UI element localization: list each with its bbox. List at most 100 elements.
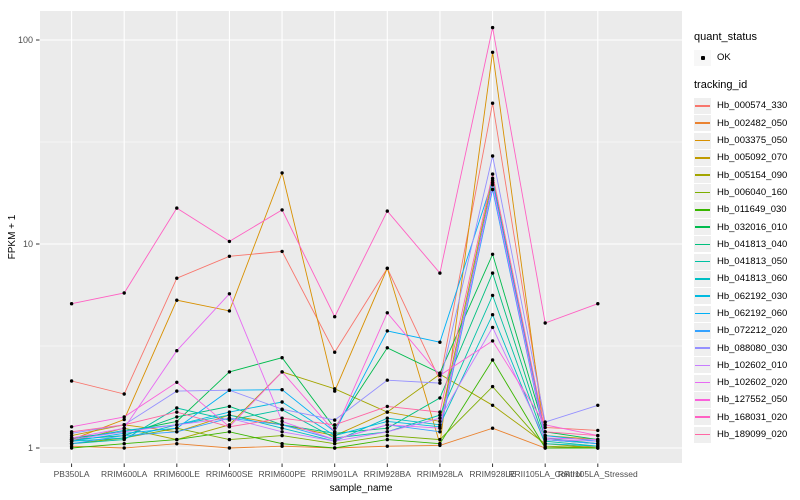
legend-item-label: Hb_011649_030 — [717, 204, 787, 216]
data-point — [227, 416, 232, 420]
data-point — [543, 423, 547, 427]
data-point — [490, 403, 495, 407]
data-point — [175, 406, 179, 410]
legend-tracking-id-title: tracking_id — [694, 79, 748, 92]
data-point — [543, 442, 547, 446]
data-point — [122, 423, 126, 427]
data-point — [596, 403, 600, 407]
legend-line-key-icon — [694, 167, 711, 184]
legend-line-key-icon — [694, 219, 711, 236]
legend-line-key-icon — [694, 184, 711, 201]
data-point — [175, 276, 179, 280]
data-point — [333, 315, 337, 319]
series-color-swatch — [695, 381, 710, 384]
legend-item-Hb_000574_330: Hb_000574_330 — [694, 97, 798, 114]
data-point — [385, 419, 389, 424]
data-point — [543, 436, 547, 440]
x-tick-label: RRIM928LE — [469, 469, 516, 479]
series-color-swatch — [695, 312, 710, 315]
data-point — [438, 437, 442, 442]
data-point — [385, 329, 389, 333]
series-color-swatch — [695, 157, 710, 159]
y-tick-label: 1 — [28, 443, 33, 453]
legend-item-label: Hb_006040_160 — [717, 186, 788, 198]
data-point — [385, 430, 389, 434]
data-point — [280, 356, 284, 360]
legend-item-Hb_003375_050: Hb_003375_050 — [694, 132, 798, 149]
series-color-swatch — [695, 174, 710, 176]
data-point — [175, 419, 179, 424]
data-point — [490, 252, 495, 256]
data-point — [175, 426, 179, 430]
legend-line-key-icon — [694, 391, 711, 408]
data-point — [438, 442, 442, 446]
data-point — [333, 418, 337, 422]
y-tick-label: 10 — [23, 239, 33, 249]
data-point — [596, 437, 600, 442]
data-point — [438, 340, 442, 344]
legend-item-Hb_032016_010: Hb_032016_010 — [694, 218, 798, 236]
data-point — [227, 239, 232, 244]
legend-line-key-icon — [694, 374, 711, 391]
data-point — [596, 428, 600, 433]
data-point — [543, 425, 547, 430]
data-point — [280, 388, 284, 392]
legend-point-key-icon — [694, 49, 711, 66]
data-point — [385, 426, 389, 430]
data-point — [69, 442, 74, 446]
legend-item-label: Hb_003375_050 — [717, 135, 788, 147]
legend-item-Hb_041813_040: Hb_041813_040 — [694, 236, 798, 253]
legend-item-Hb_062192_030: Hb_062192_030 — [694, 288, 798, 305]
data-point — [543, 420, 547, 424]
legend-item-label: Hb_102602_010 — [717, 359, 788, 371]
legend-item-label: Hb_189099_020 — [717, 429, 788, 441]
legend-item-Hb_102602_020: Hb_102602_020 — [694, 374, 798, 391]
x-tick-label: RRIM901LA — [312, 469, 359, 479]
data-point — [490, 154, 495, 158]
data-point — [490, 50, 495, 54]
data-point — [122, 436, 126, 440]
legend-line-key-icon — [694, 340, 711, 357]
data-point — [543, 433, 547, 438]
data-point — [69, 436, 74, 440]
legend-item-Hb_072212_020: Hb_072212_020 — [694, 322, 798, 339]
data-point — [333, 426, 337, 430]
legend-item-Hb_168031_020: Hb_168031_020 — [694, 409, 798, 426]
data-point — [122, 415, 126, 419]
legend-item-Hb_041813_060: Hb_041813_060 — [694, 270, 798, 287]
legend-item-label: Hb_062192_030 — [717, 290, 788, 302]
data-point — [69, 430, 74, 434]
data-point — [333, 433, 337, 438]
x-tick-label: RRIM928BA — [364, 469, 412, 479]
data-point — [280, 433, 284, 438]
legend-item-label: Hb_041813_060 — [717, 273, 788, 285]
data-point — [175, 410, 179, 414]
black-point-icon — [700, 55, 705, 60]
data-point — [333, 387, 337, 391]
data-point — [543, 321, 547, 325]
data-point — [385, 404, 389, 409]
y-tick-label: 100 — [18, 35, 33, 45]
data-point — [490, 271, 495, 275]
legend-item-Hb_062192_060: Hb_062192_060 — [694, 305, 798, 322]
data-point — [175, 349, 179, 353]
data-point — [333, 430, 337, 434]
data-point — [438, 430, 442, 434]
data-point — [385, 410, 389, 414]
data-point — [227, 410, 232, 414]
legend-item-label: Hb_005154_090 — [717, 169, 788, 181]
series-color-swatch — [695, 191, 710, 194]
data-point — [438, 378, 442, 382]
data-point — [227, 413, 232, 417]
data-point — [596, 433, 600, 438]
data-point — [490, 325, 495, 330]
data-point — [438, 419, 442, 424]
series-color-swatch — [695, 243, 710, 246]
data-point — [175, 437, 179, 442]
data-point — [385, 266, 389, 270]
data-point — [490, 187, 495, 192]
data-point — [543, 430, 547, 434]
legend-line-key-icon — [694, 288, 711, 305]
data-point — [175, 298, 179, 302]
